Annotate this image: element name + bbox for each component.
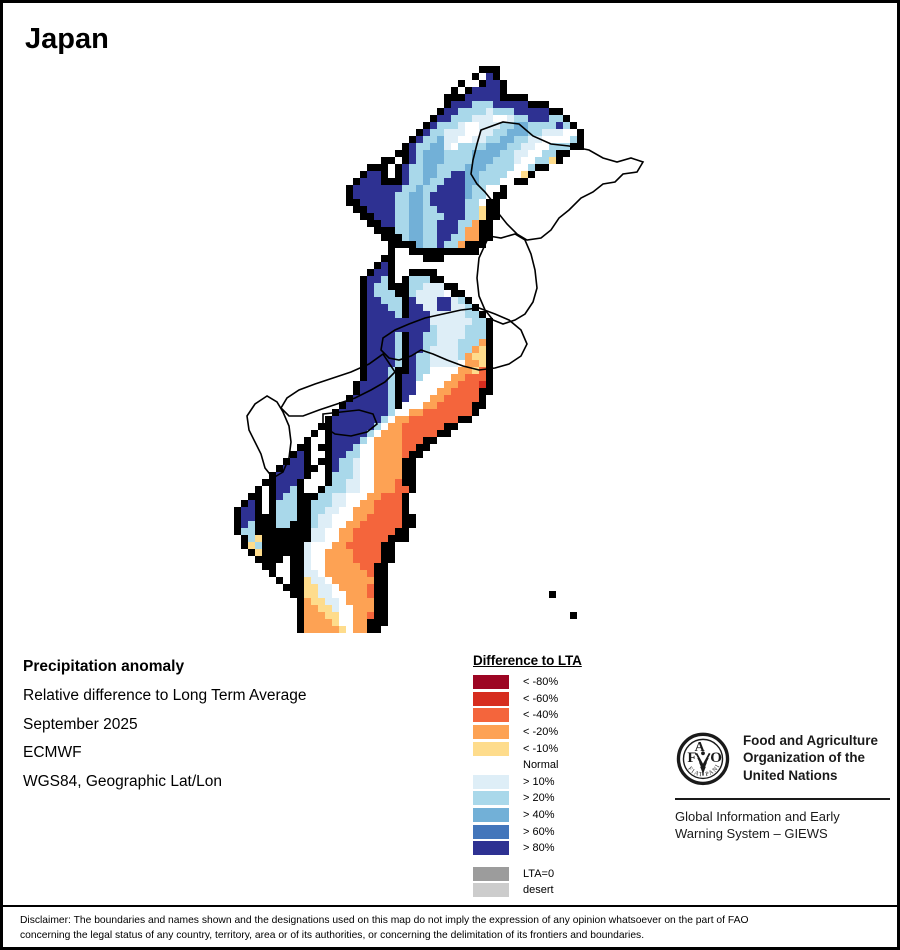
map-svg (234, 66, 645, 633)
legend-item-row[interactable]: > 80% (473, 840, 582, 857)
shikoku-outline (322, 409, 378, 437)
legend-item-swatch (473, 808, 509, 823)
legend-item-label: < -80% (523, 676, 559, 689)
legend-extra-label: desert (523, 884, 554, 897)
disclaimer-line1: Disclaimer: The boundaries and names sho… (20, 915, 749, 926)
fao-name-line2: Organization of the (743, 750, 865, 766)
legend-item-label: < -60% (523, 692, 559, 705)
legend-item-row[interactable]: < -10% (473, 740, 582, 757)
legend-spacer (473, 857, 582, 866)
legend-items: < -80% < -60% < -40% < -20% < -10% Normal > 10… (473, 674, 582, 857)
legend-item-row[interactable]: < -80% (473, 674, 582, 691)
giews-name: Global Information and Early Warning Sys… (675, 808, 890, 842)
fao-name-line1: Food and Agriculture (743, 733, 878, 748)
legend-item-row[interactable]: < -20% (473, 724, 582, 741)
legend-extra-swatch (473, 883, 509, 898)
fao-logo-icon: F A O FIAT PANIS (675, 731, 730, 786)
legend-item-row[interactable]: > 20% (473, 790, 582, 807)
legend-item-swatch (473, 841, 509, 856)
kyushu-outline (246, 395, 292, 480)
legend-item-row[interactable]: < -40% (473, 707, 582, 724)
map-raster-cells (234, 66, 584, 633)
legend-item-label: < -20% (523, 726, 559, 739)
legend-item-swatch (473, 758, 509, 773)
legend-extra-row[interactable]: desert (473, 882, 582, 899)
legend-item-swatch (473, 675, 509, 690)
legend-item-row[interactable]: Normal (473, 757, 582, 774)
page-title: Japan (25, 23, 109, 55)
map-admin-outlines (246, 121, 645, 480)
fao-name: Food and Agriculture Organization of the… (743, 731, 878, 784)
legend-item-row[interactable]: > 60% (473, 823, 582, 840)
central-honshu-outline (380, 307, 528, 371)
legend-item-swatch (473, 824, 509, 839)
legend: Difference to LTA < -80% < -60% < -40% < -2… (473, 653, 582, 899)
legend-item-swatch (473, 691, 509, 706)
map-info-block: Precipitation anomaly Relative differenc… (23, 658, 443, 802)
legend-item-label: Normal (523, 759, 559, 772)
svg-text:O: O (710, 750, 722, 766)
legend-item-swatch (473, 741, 509, 756)
legend-item-row[interactable]: < -60% (473, 691, 582, 708)
info-heading: Precipitation anomaly (23, 658, 185, 675)
hokkaido-outline (470, 121, 645, 241)
legend-extra-label: LTA=0 (523, 867, 555, 880)
legend-item-label: > 40% (523, 809, 555, 822)
legend-item-swatch (473, 708, 509, 723)
legend-item-label: < -10% (523, 742, 559, 755)
giews-line2: Warning System – GIEWS (675, 826, 828, 842)
legend-extra-items: LTA=0 desert (473, 866, 582, 899)
info-period: September 2025 (23, 715, 138, 733)
legend-extra-swatch (473, 866, 509, 881)
legend-extra-row[interactable]: LTA=0 (473, 866, 582, 883)
fao-name-line3: United Nations (743, 767, 838, 783)
giews-line1: Global Information and Early (675, 809, 840, 824)
disclaimer-divider (3, 905, 897, 907)
info-subtitle: Relative difference to Long Term Average (23, 686, 307, 704)
legend-title: Difference to LTA (473, 653, 582, 668)
disclaimer-line2: concerning the legal status of any count… (20, 930, 645, 942)
info-projection: WGS84, Geographic Lat/Lon (23, 773, 223, 791)
japan-precipitation-anomaly-map[interactable] (3, 58, 897, 633)
tohoku-outline (476, 233, 538, 325)
svg-text:F: F (687, 750, 696, 766)
disclaimer: Disclaimer: The boundaries and names sho… (20, 913, 880, 943)
legend-item-swatch (473, 725, 509, 740)
legend-item-label: > 60% (523, 825, 555, 838)
svg-text:A: A (695, 740, 705, 755)
legend-item-label: > 10% (523, 775, 555, 788)
legend-item-row[interactable]: > 10% (473, 774, 582, 791)
info-source: ECMWF (23, 744, 82, 762)
legend-item-label: > 20% (523, 792, 555, 805)
legend-item-label: > 80% (523, 842, 555, 855)
chugoku-outline (279, 352, 397, 417)
legend-item-swatch (473, 791, 509, 806)
legend-item-label: < -40% (523, 709, 559, 722)
fao-branding: F A O FIAT PANIS Food and Agriculture Or… (675, 731, 890, 842)
fao-divider (675, 798, 890, 800)
legend-item-swatch (473, 774, 509, 789)
legend-item-row[interactable]: > 40% (473, 807, 582, 824)
